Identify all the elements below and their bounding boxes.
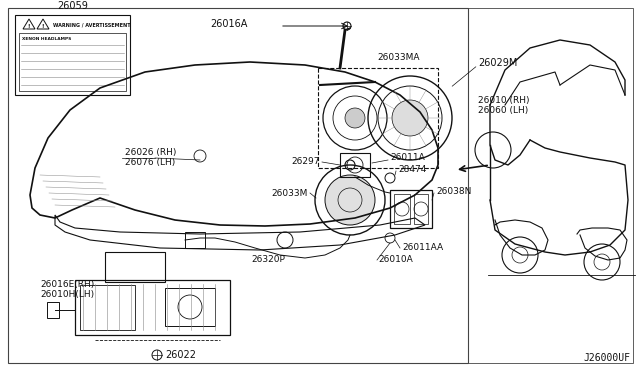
Text: XENON HEADLAMPS: XENON HEADLAMPS [22,37,72,41]
Circle shape [392,100,428,136]
Text: 26016A: 26016A [210,19,248,29]
Text: 26320P: 26320P [251,255,285,264]
Bar [340,153,370,177]
Bar [47,302,59,318]
Bar [15,15,130,95]
Bar [80,285,135,330]
Text: 26060 (LH): 26060 (LH) [478,106,528,115]
Bar [390,190,432,228]
Text: 26026 (RH): 26026 (RH) [125,148,177,157]
Text: !: ! [42,25,44,29]
Text: 26038N: 26038N [436,187,472,196]
Bar [19,33,126,91]
Text: 26010A: 26010A [378,256,413,264]
Text: J26000UF: J26000UF [583,353,630,363]
Text: 26059: 26059 [57,1,88,11]
Circle shape [345,108,365,128]
Bar [394,194,410,224]
Text: 26033M: 26033M [271,189,308,198]
Bar [75,280,230,335]
Bar [165,288,215,326]
Bar [8,8,468,363]
Text: 26011A: 26011A [390,154,425,163]
Text: 26076 (LH): 26076 (LH) [125,157,175,167]
Text: 26297: 26297 [291,157,320,167]
Circle shape [325,175,375,225]
Text: 26033MA: 26033MA [377,53,419,62]
Text: 26010H(LH): 26010H(LH) [40,291,94,299]
Text: 28474: 28474 [398,166,426,174]
Bar [468,8,633,363]
Bar [318,68,438,168]
Text: WARNING / AVERTISSEMENT: WARNING / AVERTISSEMENT [53,22,131,28]
Text: !: ! [28,25,30,29]
Bar [185,232,205,248]
Text: 26029M: 26029M [478,58,517,68]
Text: 26011AA: 26011AA [402,244,443,253]
Bar [105,252,165,282]
Bar [414,194,428,224]
Text: 26022: 26022 [165,350,196,360]
Text: 26010 (RH): 26010 (RH) [478,96,529,105]
Text: 26016E(RH): 26016E(RH) [40,280,94,289]
